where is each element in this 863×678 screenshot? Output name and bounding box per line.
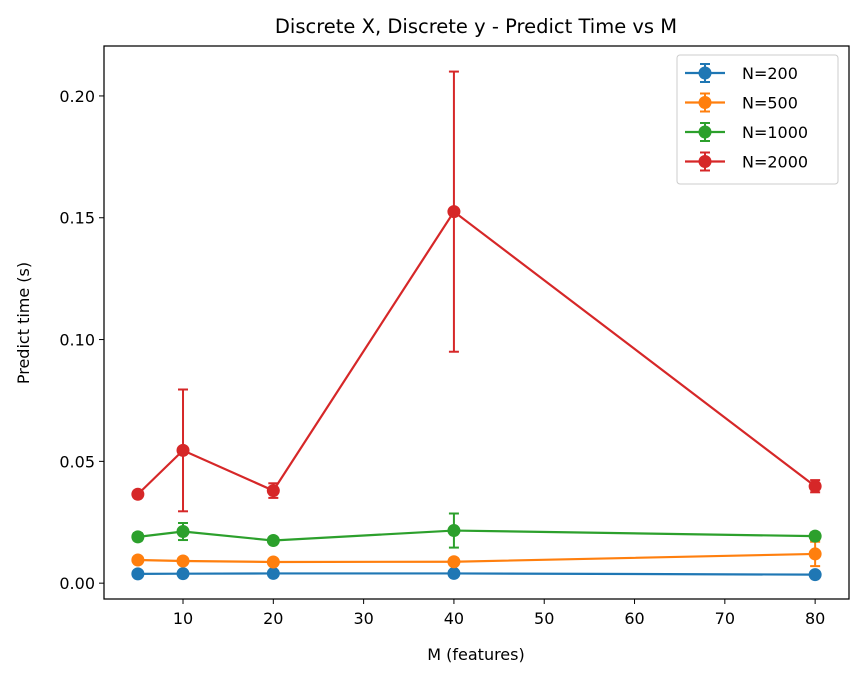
data-point	[131, 487, 145, 501]
data-point	[808, 568, 822, 582]
legend-box	[676, 54, 839, 185]
series-N=1000	[131, 512, 822, 549]
data-point	[266, 484, 280, 498]
x-tick-label: 30	[353, 609, 373, 628]
legend-label: N=500	[742, 94, 798, 113]
legend-entry: N=2000	[685, 151, 808, 172]
series-N=2000	[131, 70, 822, 513]
legend: N=200 N=500 N=1000 N=2000	[676, 54, 839, 185]
x-tick-label: 20	[263, 609, 283, 628]
x-tick-label: 70	[715, 609, 735, 628]
x-axis-title: M (features)	[427, 645, 524, 664]
data-point	[447, 205, 461, 219]
data-point	[176, 567, 190, 581]
plot-area	[131, 70, 822, 582]
data-point	[131, 567, 145, 581]
y-tick-label: 0.10	[59, 331, 95, 350]
y-axis: 0.00 0.05 0.10 0.15 0.20	[59, 87, 104, 593]
legend-marker	[698, 155, 712, 168]
y-tick-label: 0.20	[59, 87, 95, 106]
legend-marker	[698, 66, 712, 80]
legend-marker	[698, 96, 712, 109]
y-axis-title: Predict time (s)	[14, 262, 33, 384]
x-tick-label: 50	[534, 609, 554, 628]
legend-label: N=2000	[742, 153, 808, 172]
legend-entry: N=1000	[685, 122, 808, 142]
series-N=500	[131, 540, 822, 569]
legend-entry: N=200	[685, 63, 798, 83]
y-tick-label: 0.15	[59, 209, 95, 228]
legend-label: N=1000	[742, 123, 808, 142]
data-point	[808, 529, 822, 543]
y-tick-label: 0.00	[59, 574, 95, 593]
data-point	[176, 554, 190, 568]
series-N=200	[131, 566, 822, 582]
series-line	[137, 572, 816, 576]
data-point	[266, 534, 280, 548]
data-point	[447, 566, 461, 580]
y-tick-label: 0.05	[59, 452, 95, 471]
data-point	[176, 525, 190, 539]
legend-label: N=200	[742, 64, 798, 83]
legend-marker	[698, 125, 712, 139]
data-point	[131, 553, 145, 567]
data-point	[447, 555, 461, 569]
x-tick-label: 10	[173, 609, 193, 628]
legend-entry: N=500	[685, 92, 798, 113]
x-tick-label: 40	[444, 609, 464, 628]
data-point	[266, 555, 280, 569]
data-point	[176, 443, 190, 457]
x-axis: 10 20 30 40 50 60 70 80	[173, 599, 825, 628]
data-point	[266, 566, 280, 580]
data-point	[131, 530, 145, 544]
data-point	[808, 547, 822, 561]
x-tick-label: 60	[624, 609, 644, 628]
x-tick-label: 80	[805, 609, 825, 628]
data-point	[808, 479, 822, 493]
chart-title: Discrete X, Discrete y - Predict Time vs…	[275, 15, 677, 38]
plot-frame	[103, 45, 850, 600]
data-point	[447, 524, 461, 538]
